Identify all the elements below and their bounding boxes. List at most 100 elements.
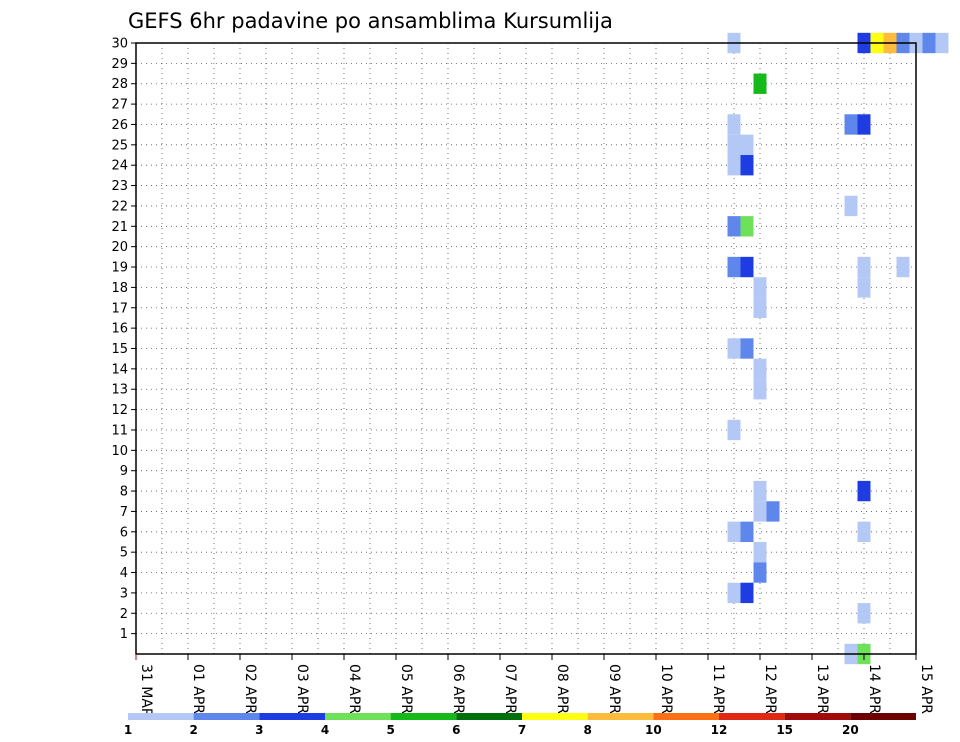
y-tick-label: 27 — [111, 98, 128, 113]
heatmap-cell — [857, 277, 871, 298]
colorbar-segment — [522, 713, 588, 720]
y-axis: 1234567891011121314151617181920212223242… — [111, 37, 136, 642]
heatmap-cell — [740, 155, 754, 176]
y-tick-label: 3 — [120, 586, 128, 601]
heatmap-cell — [753, 358, 767, 380]
heatmap-cell — [844, 114, 858, 135]
y-tick-label: 14 — [111, 362, 128, 377]
heatmap-cell — [727, 134, 741, 156]
colorbar-label: 6 — [452, 723, 460, 737]
heatmap-cell — [844, 195, 858, 217]
y-tick-label: 7 — [120, 505, 128, 520]
y-tick-label: 24 — [111, 159, 128, 174]
colorbar-label: 4 — [321, 723, 329, 737]
y-tick-label: 4 — [120, 566, 128, 581]
heatmap-cell — [857, 603, 871, 624]
colorbar-label: 20 — [842, 723, 859, 737]
y-tick-label: 22 — [111, 199, 128, 214]
heatmap-cell — [935, 32, 949, 54]
heatmap-cell — [753, 73, 767, 94]
x-tick-label: 12 APR — [762, 664, 778, 714]
y-tick-label: 2 — [120, 607, 128, 622]
heatmap-cell — [727, 419, 741, 441]
heatmap-cell — [896, 256, 910, 278]
heatmap-cell — [753, 541, 767, 563]
heatmap-cell — [740, 338, 754, 359]
colorbar-label: 3 — [255, 723, 263, 737]
y-tick-label: 1 — [120, 627, 128, 642]
colorbar-label: 8 — [583, 723, 591, 737]
colorbar-label: 10 — [645, 723, 662, 737]
x-tick-label: 03 APR — [294, 664, 310, 714]
colorbar-segment — [259, 713, 325, 720]
y-tick-label: 23 — [111, 179, 128, 194]
colorbar-segment — [128, 713, 194, 720]
heatmap-cell — [922, 32, 936, 54]
y-tick-label: 10 — [111, 444, 128, 459]
heatmap-cell — [740, 256, 754, 278]
x-tick-label: 11 APR — [710, 664, 726, 714]
heatmap-cell — [727, 114, 741, 135]
chart-title: GEFS 6hr padavine po ansamblima Kursumli… — [128, 9, 613, 33]
x-tick-label: 05 APR — [398, 664, 414, 714]
y-tick-label: 20 — [111, 240, 128, 255]
heatmap-cell — [740, 134, 754, 156]
colorbar-segment — [850, 713, 916, 720]
y-tick-label: 29 — [111, 57, 128, 72]
colorbar-segment — [456, 713, 522, 720]
x-tick-label: 02 APR — [242, 664, 258, 714]
colorbar-segment — [390, 713, 457, 720]
x-tick-label: 06 APR — [450, 664, 466, 714]
colorbar-label: 5 — [386, 723, 394, 737]
x-tick-label: 15 APR — [918, 664, 934, 714]
x-axis: 31 MAR 01 APR 02 APR 03 APR 04 APR 05 APR 06 A… — [135, 654, 934, 718]
heatmap-cell — [753, 562, 767, 583]
y-tick-label: 15 — [111, 342, 128, 357]
heatmap-cell — [727, 582, 741, 604]
colorbar-label: 7 — [518, 723, 526, 737]
heatmap-cell — [766, 501, 780, 522]
heatmap-cell — [727, 521, 741, 542]
colorbar-segment — [719, 713, 785, 720]
y-tick-label: 19 — [111, 261, 128, 276]
y-tick-label: 11 — [111, 423, 128, 438]
x-tick-label: 14 APR — [866, 664, 882, 714]
heatmap-cell — [727, 216, 741, 237]
y-tick-label: 18 — [111, 281, 128, 296]
y-tick-label: 9 — [120, 464, 128, 479]
heatmap-cell — [857, 256, 871, 278]
heatmap-cell — [740, 216, 754, 237]
y-tick-label: 26 — [111, 118, 128, 133]
y-tick-label: 6 — [120, 525, 128, 540]
heatmap-cell — [857, 480, 871, 502]
y-tick-label: 12 — [111, 403, 128, 418]
colorbar-label: 2 — [189, 723, 197, 737]
y-tick-label: 5 — [120, 546, 128, 561]
heatmap-cell — [753, 379, 767, 400]
colorbar: 1 2 3 4 5 6 7 8 10 12 15 20 — [124, 713, 916, 737]
heatmap-cell — [727, 338, 741, 359]
y-tick-label: 28 — [111, 77, 128, 92]
heatmap-cell — [727, 256, 741, 278]
colorbar-segment — [784, 713, 851, 720]
y-tick-label: 8 — [120, 485, 128, 500]
colorbar-segment — [653, 713, 719, 720]
colorbar-label: 12 — [711, 723, 728, 737]
heatmap-cell — [857, 114, 871, 135]
colorbar-segment — [587, 713, 654, 720]
heatmap-cell — [740, 582, 754, 604]
y-tick-label: 25 — [111, 138, 128, 153]
x-tick-label: 09 APR — [606, 664, 622, 714]
x-tick-label: 10 APR — [658, 664, 674, 714]
heatmap-cell — [753, 277, 767, 298]
colorbar-label: 15 — [776, 723, 793, 737]
heatmap-cell — [753, 501, 767, 522]
heatmap-cell — [753, 297, 767, 318]
heatmap-cell — [740, 521, 754, 542]
colorbar-label: 1 — [124, 723, 132, 737]
y-tick-label: 16 — [111, 322, 128, 337]
y-tick-label: 17 — [111, 301, 128, 316]
colorbar-segment — [193, 713, 260, 720]
x-tick-label: 31 MAR — [138, 664, 154, 718]
